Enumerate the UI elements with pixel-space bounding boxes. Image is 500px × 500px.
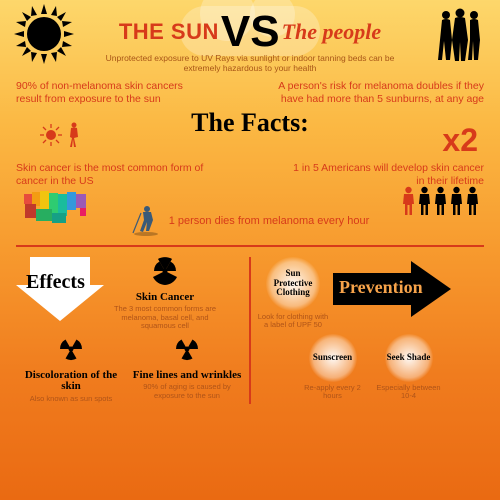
title-row: THE SUN VS The people (0, 14, 500, 49)
facts-heading: The Facts: (16, 110, 484, 136)
us-map-icon (22, 188, 92, 230)
fact-center-text: 1 person dies from melanoma every hour (169, 215, 370, 227)
effect-body: Also known as sun spots (16, 395, 126, 404)
facts-section: 90% of non-melanoma skin cancers result … (0, 78, 500, 241)
prevention-column: Sun Protective Clothing Look for clothin… (251, 257, 490, 404)
walking-person-icon (131, 205, 161, 237)
prevention-circle: Sun Protective Clothing (266, 257, 320, 311)
fact-top-left: 90% of non-melanoma skin cancers result … (16, 80, 206, 106)
radiation-icon (57, 335, 85, 363)
effect-body: 90% of aging is caused by exposure to th… (132, 383, 242, 400)
effect-body: The 3 most common forms are melanoma, ba… (110, 305, 220, 331)
prevention-circle: Seek Shade (385, 334, 433, 382)
subtitle: Unprotected exposure to UV Rays via sunl… (100, 53, 400, 73)
title-left: THE SUN (119, 19, 219, 45)
fact-top-right: A person's risk for melanoma doubles if … (274, 80, 484, 106)
x2-label: x2 (442, 122, 478, 159)
effect-title: Fine lines and wrinkles (132, 370, 242, 382)
prevention-circle: Sunscreen (309, 334, 357, 382)
radiation-icon (151, 257, 179, 285)
effect-title: Skin Cancer (110, 292, 220, 304)
radiation-icon (173, 335, 201, 363)
mini-sun-person-icon (40, 122, 80, 148)
fact-mid-left: Skin cancer is the most common form of c… (16, 162, 216, 188)
prevention-body: Especially between 10-4 (373, 384, 445, 401)
bottom-section: Effects Skin Cancer The 3 most common fo… (0, 251, 500, 404)
prevention-body: Look for clothing with a label of UPF 50 (257, 313, 329, 330)
effects-title: Effects (26, 271, 85, 294)
title-right: The people (282, 19, 382, 45)
header: THE SUN VS The people Unprotected exposu… (0, 0, 500, 78)
prevention-body: Re-apply every 2 hours (297, 384, 369, 401)
people-silhouette-icon (432, 6, 488, 62)
prevention-title: Prevention (339, 277, 423, 298)
effects-column: Effects Skin Cancer The 3 most common fo… (10, 257, 249, 404)
effect-title: Discoloration of the skin (16, 370, 126, 393)
fact-mid-right: 1 in 5 Americans will develop skin cance… (284, 162, 484, 188)
sun-icon (14, 4, 74, 64)
divider-horizontal (16, 245, 484, 247)
person-group-icon (401, 186, 480, 216)
title-vs: VS (221, 14, 280, 49)
